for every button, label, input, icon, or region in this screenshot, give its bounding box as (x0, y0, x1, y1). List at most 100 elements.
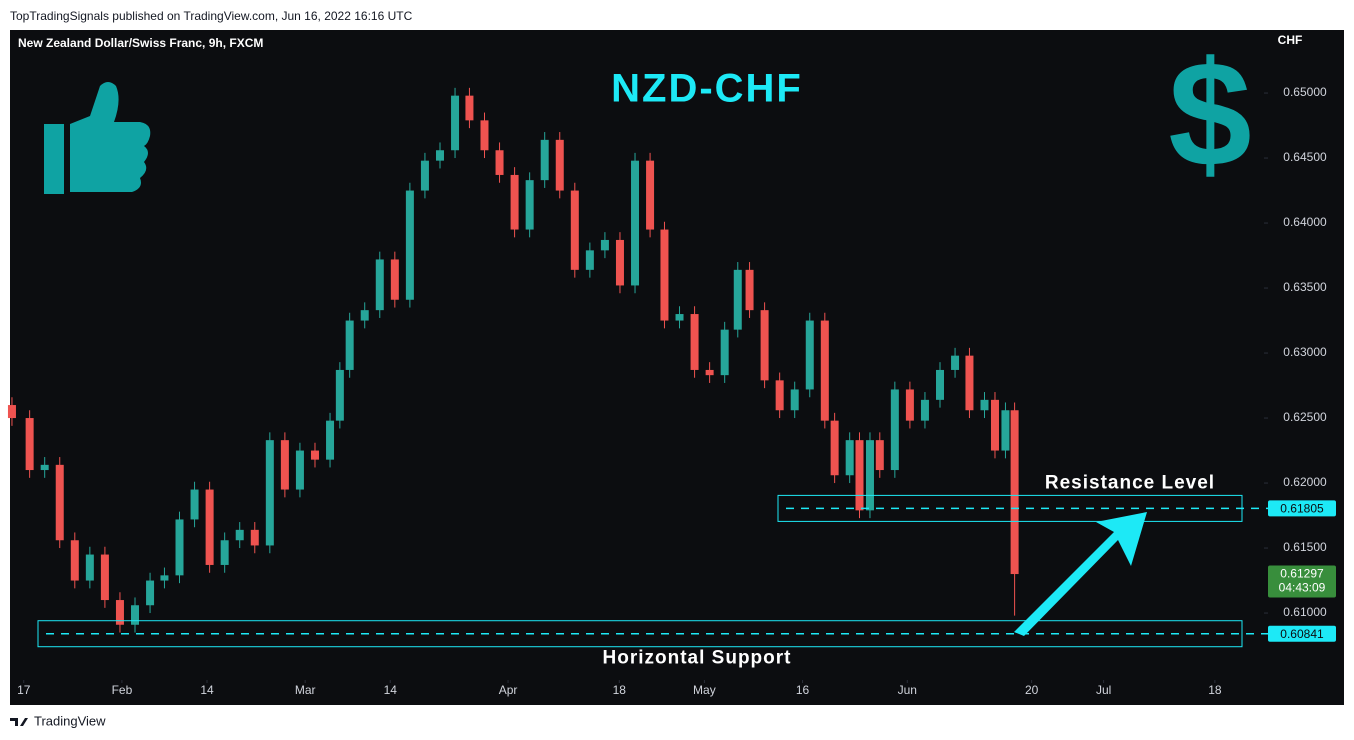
candle-body (310, 450, 319, 460)
trend-arrow (1014, 512, 1147, 636)
candle-body (733, 269, 742, 330)
y-tick-label: 0.65000 (1283, 85, 1327, 99)
candle-body (920, 399, 929, 421)
candle-body (675, 314, 684, 321)
candle-body (7, 405, 16, 419)
x-tick-label: Jul (1096, 683, 1111, 697)
candle-body (830, 420, 839, 476)
last-price-label: 0.61297 (1280, 567, 1324, 581)
candle-body (451, 95, 460, 151)
candle-body (295, 450, 304, 490)
candle-body (70, 540, 79, 581)
chart-title: NZD-CHF (611, 67, 803, 111)
y-tick-label: 0.61000 (1283, 605, 1327, 619)
candle-body (265, 440, 274, 546)
y-tick-label: 0.64000 (1283, 215, 1327, 229)
candle-body (131, 605, 140, 625)
y-tick-label: 0.63000 (1283, 345, 1327, 359)
candle-body (345, 320, 354, 370)
candle-body (480, 120, 489, 151)
level-price-label: 0.61805 (1280, 502, 1324, 516)
candle-body (705, 369, 714, 376)
x-tick-label: Jun (898, 683, 917, 697)
candle-body (990, 399, 999, 451)
candle-body (615, 239, 624, 286)
y-tick-label: 0.64500 (1283, 150, 1327, 164)
candle-body (555, 139, 564, 191)
candle-body (220, 540, 229, 565)
candle-body (951, 355, 960, 370)
publisher-line: TopTradingSignals published on TradingVi… (10, 9, 413, 23)
brand-name: TradingView (34, 713, 106, 728)
candle-body (525, 180, 534, 230)
candle-body (85, 554, 94, 581)
chart-panel (10, 30, 1344, 705)
candle-body (190, 489, 199, 520)
candle-body (585, 250, 594, 270)
candle-body (335, 369, 344, 421)
candle-body (115, 600, 124, 625)
candle-body (855, 440, 864, 511)
level-price-label: 0.60841 (1280, 627, 1324, 641)
x-tick-label: Mar (295, 683, 316, 697)
candle-body (805, 320, 814, 390)
candle-body (790, 389, 799, 411)
level-zone (37, 620, 1243, 648)
candle-body (980, 399, 989, 411)
candle-body (540, 139, 549, 181)
last-price-box (1268, 565, 1336, 598)
level-price-box (1268, 625, 1336, 642)
x-tick-label: May (693, 683, 716, 697)
candle-body (720, 329, 729, 376)
logo-mark (10, 718, 28, 726)
candle-body (660, 229, 669, 321)
candle-body (55, 464, 64, 541)
candle-body (100, 554, 109, 601)
x-tick-label: 18 (1208, 683, 1222, 697)
candle-body (205, 489, 214, 565)
candle-body (326, 420, 335, 460)
candle-body (646, 160, 655, 230)
candle-body (775, 380, 784, 411)
x-tick-label: 14 (200, 683, 214, 697)
candle-body (936, 369, 945, 400)
candle-body (745, 269, 754, 311)
candle-body (25, 418, 34, 471)
candle-body (905, 389, 914, 421)
y-tick-label: 0.61500 (1283, 540, 1327, 554)
bar-countdown: 04:43:09 (1279, 581, 1326, 595)
candle-body (175, 519, 184, 576)
candle-body (1010, 410, 1019, 575)
candle-body (631, 160, 640, 286)
candle-body (160, 575, 169, 581)
candle-body (890, 389, 899, 471)
x-tick-label: Feb (112, 683, 133, 697)
candle-body (1001, 410, 1010, 451)
candle-body (280, 440, 289, 490)
candle-body (250, 529, 259, 546)
candle-body (235, 529, 244, 541)
candle-body (510, 174, 519, 230)
candle-body (570, 190, 579, 270)
candle-body (600, 239, 609, 251)
x-tick-label: 16 (796, 683, 810, 697)
level-price-box (1268, 500, 1336, 517)
x-tick-label: 14 (384, 683, 398, 697)
x-tick-label: 17 (17, 683, 31, 697)
candle-body (965, 355, 974, 411)
currency-label: CHF (1278, 33, 1303, 47)
candle-body (405, 190, 414, 300)
x-tick-label: 18 (613, 683, 627, 697)
candle-body (760, 310, 769, 381)
x-tick-label: 20 (1025, 683, 1039, 697)
brand-logo (10, 718, 28, 726)
candle-body (465, 95, 474, 121)
candle-body (865, 440, 874, 511)
candle-body (435, 150, 444, 161)
symbol-info: New Zealand Dollar/Swiss Franc, 9h, FXCM (18, 36, 263, 50)
candle-body (360, 310, 369, 321)
thumbs-up-icon (44, 82, 151, 194)
candle-body (845, 440, 854, 476)
candle-body (40, 464, 49, 471)
